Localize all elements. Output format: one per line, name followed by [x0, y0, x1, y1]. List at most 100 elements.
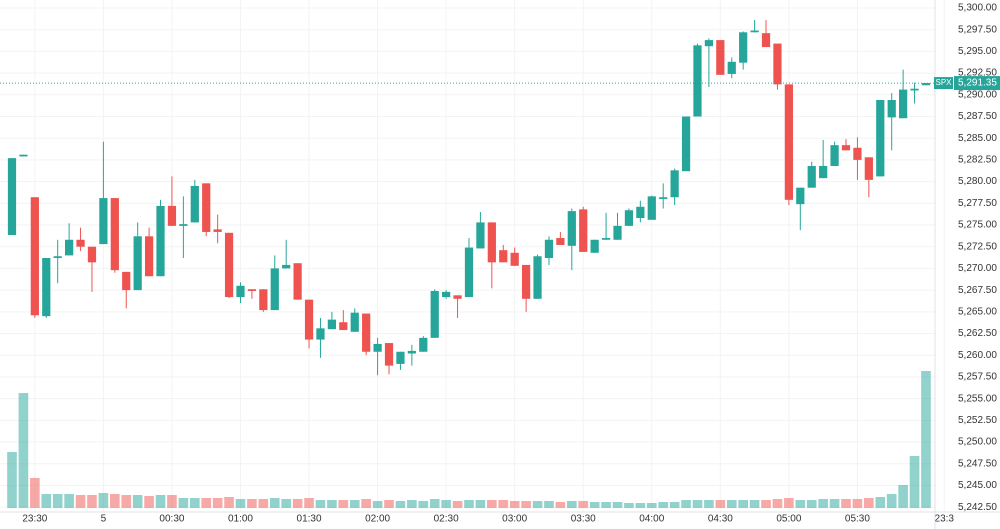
volume-bar — [201, 498, 212, 508]
volume-bar — [418, 501, 429, 508]
candle-body — [362, 313, 371, 352]
volume-bar — [566, 501, 577, 508]
candle-body — [853, 147, 862, 160]
volume-bar — [441, 500, 451, 508]
y-tick-label: 5,297.50 — [958, 24, 997, 35]
candle-body — [407, 350, 416, 354]
candle-body — [430, 290, 439, 338]
volume-bar — [75, 495, 86, 508]
y-tick-label: 5,295.00 — [958, 46, 997, 57]
y-tick-label: 5,275.00 — [958, 220, 997, 231]
candle-body — [636, 206, 645, 219]
candle-body — [396, 351, 405, 364]
candle-body — [419, 337, 428, 352]
candle-body — [590, 239, 599, 253]
candle-body — [670, 170, 679, 198]
volume-bar — [909, 456, 920, 508]
x-tick-label: 05:00 — [776, 514, 801, 525]
candle-body — [202, 183, 211, 232]
y-tick-label: 5,287.50 — [958, 111, 997, 122]
candle-body — [110, 198, 119, 271]
candle-body — [556, 238, 565, 245]
candle-body — [190, 185, 199, 223]
candle-body — [521, 264, 531, 299]
volume-bar — [429, 499, 440, 508]
candle-body — [704, 40, 714, 47]
candle-body — [259, 289, 268, 311]
candle-body — [716, 40, 725, 75]
candle-body — [499, 250, 508, 263]
candle-body — [647, 196, 656, 220]
volume-bar — [829, 499, 840, 508]
x-tick-label: 02:30 — [434, 514, 459, 525]
candle-body — [876, 100, 885, 177]
candle-body — [681, 116, 691, 172]
volume-bar — [361, 499, 371, 508]
y-tick-label: 5,262.50 — [958, 328, 997, 339]
x-tick-label: 00:30 — [159, 514, 184, 525]
volume-bar — [784, 498, 794, 508]
volume-bar — [464, 500, 474, 508]
candle-body — [316, 328, 325, 340]
candle-body — [270, 268, 279, 311]
volume-bar — [864, 498, 874, 508]
candle-body — [601, 238, 611, 240]
y-tick-label: 5,282.50 — [958, 155, 997, 166]
x-tick-label: 01:00 — [228, 514, 253, 525]
candle-body — [53, 256, 62, 258]
volume-bar — [167, 495, 177, 508]
candle-body — [339, 322, 348, 331]
volume-bar — [395, 501, 406, 508]
volume-bar — [772, 499, 783, 508]
volume-bar — [612, 502, 623, 508]
volume-bar — [407, 500, 417, 508]
candle-body — [544, 239, 554, 258]
volume-bar — [818, 499, 828, 508]
y-tick-label: 5,272.50 — [958, 241, 997, 252]
candle-body — [750, 30, 759, 33]
volume-bar — [498, 500, 509, 508]
volume-bar — [178, 498, 189, 508]
x-tick-label: 03:30 — [571, 514, 596, 525]
x-tick-label: 04:00 — [639, 514, 664, 525]
volume-bar — [624, 503, 634, 508]
volume-bar — [144, 496, 154, 508]
volume-bar — [738, 500, 748, 508]
volume-bar — [532, 501, 543, 508]
y-tick-label: 5,300.00 — [958, 3, 997, 14]
candle-body — [247, 289, 257, 291]
volume-bar — [487, 500, 497, 508]
volume-bar — [898, 485, 908, 508]
candle-body — [727, 61, 736, 74]
volume-bar — [555, 502, 566, 508]
last-price-label: 5,291.35 — [958, 78, 997, 89]
candle-body — [144, 236, 154, 277]
x-tick-label: 04:30 — [708, 514, 733, 525]
volume-bar — [704, 500, 714, 508]
candle-body — [613, 225, 622, 240]
volume-bar — [269, 498, 280, 508]
candle-body — [624, 210, 634, 226]
candle-body — [179, 224, 188, 226]
x-tick-label: 01:30 — [297, 514, 322, 525]
last-price-badge — [954, 76, 1000, 91]
volume-bar — [635, 503, 646, 508]
y-tick-label: 5,285.00 — [958, 133, 997, 144]
y-tick-label: 5,242.50 — [958, 502, 997, 513]
candle-body — [30, 197, 39, 316]
volume-bar — [761, 500, 771, 508]
candle-body — [213, 229, 222, 232]
candle-body — [487, 222, 496, 263]
volume-bar — [132, 495, 143, 508]
candle-body — [373, 343, 382, 352]
candle-body — [224, 232, 234, 298]
candle-body — [693, 45, 702, 117]
volume-bar — [749, 500, 760, 508]
volume-bar — [715, 500, 726, 508]
volume-bar — [41, 494, 52, 508]
y-tick-label: 5,257.50 — [958, 372, 997, 383]
candle-body — [739, 32, 748, 63]
volume-bar — [658, 502, 669, 508]
